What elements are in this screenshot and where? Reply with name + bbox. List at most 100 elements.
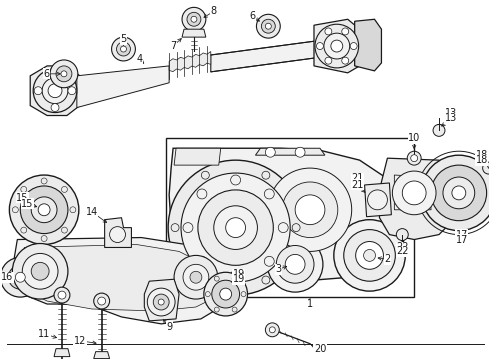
Text: 9: 9 xyxy=(166,322,172,332)
Circle shape xyxy=(264,256,274,266)
Circle shape xyxy=(68,87,76,95)
Circle shape xyxy=(231,175,241,185)
Text: 2: 2 xyxy=(384,255,391,264)
Circle shape xyxy=(331,40,343,52)
Circle shape xyxy=(364,249,375,261)
Circle shape xyxy=(41,235,47,242)
Polygon shape xyxy=(169,148,407,281)
Circle shape xyxy=(121,46,126,52)
Circle shape xyxy=(61,227,68,233)
Circle shape xyxy=(214,276,219,281)
Circle shape xyxy=(201,276,209,284)
Circle shape xyxy=(278,223,288,233)
Circle shape xyxy=(191,16,197,22)
Text: 3: 3 xyxy=(275,264,281,274)
Circle shape xyxy=(282,182,338,238)
Text: 22: 22 xyxy=(396,243,409,252)
Polygon shape xyxy=(355,19,381,71)
Text: 8: 8 xyxy=(211,6,217,16)
Circle shape xyxy=(197,189,207,199)
Circle shape xyxy=(117,42,130,56)
Circle shape xyxy=(147,288,175,316)
Circle shape xyxy=(198,190,273,265)
Polygon shape xyxy=(94,352,110,359)
Circle shape xyxy=(262,276,270,284)
Text: 19: 19 xyxy=(232,269,245,279)
Circle shape xyxy=(411,155,417,162)
Circle shape xyxy=(212,280,240,308)
Circle shape xyxy=(269,168,352,251)
Circle shape xyxy=(12,207,18,213)
Circle shape xyxy=(295,195,325,225)
Circle shape xyxy=(204,272,247,316)
Circle shape xyxy=(15,272,25,282)
Circle shape xyxy=(174,255,218,299)
Text: 12: 12 xyxy=(74,336,86,346)
Circle shape xyxy=(270,327,275,333)
Text: 17: 17 xyxy=(456,234,468,244)
Circle shape xyxy=(187,12,201,26)
Text: 18: 18 xyxy=(475,155,488,165)
Text: 18: 18 xyxy=(475,150,488,160)
Circle shape xyxy=(34,87,42,95)
Circle shape xyxy=(226,218,245,238)
Text: 19: 19 xyxy=(232,274,245,284)
Text: 21: 21 xyxy=(351,173,364,183)
Circle shape xyxy=(232,307,237,312)
Circle shape xyxy=(266,323,279,337)
Circle shape xyxy=(324,33,350,59)
Text: 14: 14 xyxy=(86,207,98,217)
Circle shape xyxy=(214,206,257,249)
Polygon shape xyxy=(14,238,229,324)
Text: 10: 10 xyxy=(408,133,420,143)
Circle shape xyxy=(342,57,349,64)
Circle shape xyxy=(344,230,395,281)
Circle shape xyxy=(31,197,57,223)
Polygon shape xyxy=(394,175,431,210)
Polygon shape xyxy=(22,244,219,311)
Circle shape xyxy=(241,292,246,297)
Text: 6: 6 xyxy=(249,11,255,21)
Circle shape xyxy=(205,292,210,297)
Circle shape xyxy=(22,253,58,289)
Polygon shape xyxy=(379,158,457,239)
Circle shape xyxy=(443,177,475,209)
Circle shape xyxy=(292,224,300,231)
Polygon shape xyxy=(77,66,169,108)
Circle shape xyxy=(356,242,384,269)
Polygon shape xyxy=(145,279,179,321)
Polygon shape xyxy=(105,218,131,247)
Circle shape xyxy=(350,42,357,50)
Circle shape xyxy=(214,307,219,312)
Circle shape xyxy=(61,71,67,77)
Text: 11: 11 xyxy=(38,329,50,339)
Circle shape xyxy=(110,227,125,243)
Circle shape xyxy=(342,28,349,35)
Circle shape xyxy=(48,84,62,98)
Circle shape xyxy=(56,66,72,82)
Circle shape xyxy=(58,291,66,299)
Circle shape xyxy=(42,78,68,104)
Circle shape xyxy=(33,69,77,113)
Circle shape xyxy=(392,171,436,215)
Text: 15: 15 xyxy=(16,193,28,203)
Text: 15: 15 xyxy=(21,199,33,209)
Circle shape xyxy=(264,189,274,199)
Circle shape xyxy=(0,257,40,297)
Text: 13: 13 xyxy=(445,113,457,123)
Polygon shape xyxy=(169,51,211,72)
Polygon shape xyxy=(174,148,220,165)
Text: 6: 6 xyxy=(43,69,49,79)
Circle shape xyxy=(98,297,106,305)
Polygon shape xyxy=(255,148,325,155)
Circle shape xyxy=(21,227,27,233)
Polygon shape xyxy=(365,183,392,217)
Circle shape xyxy=(452,186,466,200)
Text: 21: 21 xyxy=(351,180,364,190)
Circle shape xyxy=(317,42,323,50)
Circle shape xyxy=(231,270,241,280)
Circle shape xyxy=(51,104,59,112)
Circle shape xyxy=(325,57,332,64)
Circle shape xyxy=(295,147,305,157)
Circle shape xyxy=(50,60,78,88)
